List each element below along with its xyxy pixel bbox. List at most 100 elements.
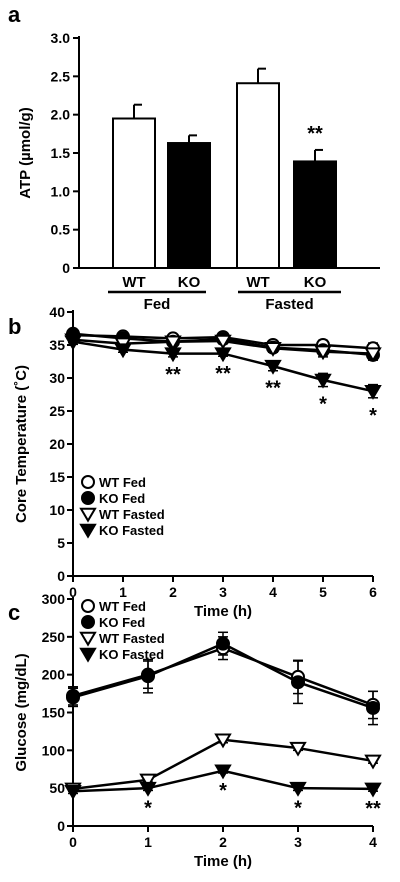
panel-b-y-tick-label: 30 <box>49 370 65 386</box>
panel-c-data-point <box>64 784 82 800</box>
panel-b-x-tick-label: 2 <box>169 584 177 600</box>
panel-c-y-tick-label: 150 <box>42 705 66 721</box>
panel-a-bar <box>167 142 211 270</box>
panel-b-significance: * <box>369 405 377 427</box>
panel-b-data-point <box>214 334 232 350</box>
panel-c-data-point <box>66 690 80 705</box>
panel-c-x-tick-label: 4 <box>369 834 377 850</box>
panel-b-significance: ** <box>265 378 281 400</box>
panel-b-letter: b <box>8 314 21 339</box>
panel-c-x-tick-label: 2 <box>219 834 227 850</box>
panel-b-data-point <box>364 347 382 363</box>
panel-c-y-tick-label: 0 <box>57 818 65 834</box>
panel-a-y-tick-label: 1.5 <box>51 145 71 161</box>
panel-b-legend-label: WT Fed <box>99 475 146 490</box>
panel-a-letter: a <box>8 2 21 27</box>
panel-a-y-tick-label: 1.0 <box>51 183 71 199</box>
panel-c-data-point <box>141 669 155 684</box>
panel-b-legend-label: WT Fasted <box>99 507 165 522</box>
panel-c-significance: * <box>294 797 302 819</box>
panel-c-legend-label: KO Fasted <box>99 647 164 662</box>
panel-b-significance: * <box>319 394 327 416</box>
panel-c-data-point <box>214 733 232 749</box>
panel-c-significance: ** <box>365 798 381 820</box>
panel-a-group-label: Fasted <box>265 296 313 313</box>
panel-a-category-label: WT <box>122 274 145 291</box>
panel-c-x-tick-label: 0 <box>69 834 77 850</box>
panel-c-x-label: Time (h) <box>194 853 252 870</box>
panel-c-data-point <box>364 754 382 770</box>
panel-c-legend-marker <box>81 615 95 629</box>
panel-b-significance: ** <box>215 363 231 385</box>
panel-b-x-label: Time (h) <box>194 603 252 620</box>
panel-b-significance: ** <box>165 364 181 386</box>
panel-b-x-tick-label: 5 <box>319 584 327 600</box>
panel-b-data-point <box>314 373 332 389</box>
panel-b-data-point <box>264 359 282 375</box>
panel-b-data-point <box>314 345 332 361</box>
panel-c-data-point <box>289 741 307 757</box>
panel-b-y-tick-label: 20 <box>49 436 65 452</box>
panel-c-legend-label: KO Fed <box>99 615 145 630</box>
panel-b-legend-label: KO Fasted <box>99 523 164 538</box>
panel-b-x-tick-label: 3 <box>219 584 227 600</box>
panel-b-y-tick-label: 15 <box>49 469 65 485</box>
panel-c-y-tick-label: 100 <box>42 742 66 758</box>
panel-b-y-tick-label: 35 <box>49 337 65 353</box>
panel-c-data-point <box>366 700 380 715</box>
panel-c-x-tick-label: 3 <box>294 834 302 850</box>
panel-c-data-point <box>289 781 307 797</box>
panel-a-y-tick-label: 0 <box>62 260 70 276</box>
panel-c-significance: * <box>219 780 227 802</box>
panel-b-y-tick-label: 5 <box>57 535 65 551</box>
panel-c-legend-marker <box>79 631 97 647</box>
panel-b-legend-label: KO Fed <box>99 491 145 506</box>
panel-b-x-tick-label: 4 <box>269 584 277 600</box>
panel-b-y-tick-label: 10 <box>49 502 65 518</box>
panel-c-data-point <box>364 782 382 798</box>
panel-b-data-point <box>364 384 382 400</box>
panel-c-data-point <box>139 773 157 789</box>
panel-c-legend-marker <box>81 599 95 613</box>
panel-b-y-tick-label: 40 <box>49 304 65 320</box>
panel-b-data-point <box>164 335 182 351</box>
panel-b-x-tick-label: 1 <box>119 584 127 600</box>
panel-a-bar <box>293 160 337 269</box>
panel-a-y-tick-label: 2.5 <box>51 68 71 84</box>
panel-b-legend-marker <box>81 475 95 489</box>
panel-a-bar <box>112 117 156 269</box>
panel-c-y-tick-label: 200 <box>42 667 66 683</box>
panel-a-category-label: KO <box>178 274 201 291</box>
panel-b-data-point <box>214 347 232 363</box>
panel-a-bar <box>236 82 280 269</box>
panel-b-data-point <box>264 342 282 357</box>
panel-b-y-tick-label: 25 <box>49 403 65 419</box>
panel-b-data-point <box>164 347 182 363</box>
panel-c-y-tick-label: 50 <box>49 780 65 796</box>
panel-a-group-label: Fed <box>144 296 171 313</box>
panel-a-y-tick-label: 2.0 <box>51 107 71 123</box>
panel-a-y-tick-label: 0.5 <box>51 222 71 238</box>
panel-c-legend-label: WT Fed <box>99 599 146 614</box>
panel-b-data-point <box>64 335 82 351</box>
panel-c-y-label: Glucose (mg/dL) <box>13 653 30 771</box>
panel-a-y-label: ATP (µmol/g) <box>17 107 34 198</box>
panel-b-x-tick-label: 6 <box>369 584 377 600</box>
panel-c-significance: * <box>144 797 152 819</box>
panel-a-category-label: KO <box>304 274 327 291</box>
panel-b-legend-marker <box>81 491 95 505</box>
panel-c-legend-marker <box>79 647 97 663</box>
panel-c-data-point <box>216 636 230 651</box>
panel-c-y-tick-label: 250 <box>42 629 66 645</box>
panel-c-x-tick-label: 1 <box>144 834 152 850</box>
panel-b-legend-marker <box>79 507 97 523</box>
panel-b-x-tick-label: 0 <box>69 584 77 600</box>
panel-b-legend-marker <box>79 523 97 539</box>
panel-a-category-label: WT <box>246 274 269 291</box>
panel-a-significance: ** <box>307 123 323 145</box>
panel-a-y-tick-label: 3.0 <box>51 30 71 46</box>
panel-c-letter: c <box>8 600 20 625</box>
panel-c-data-point <box>291 675 305 690</box>
panel-c-legend-label: WT Fasted <box>99 631 165 646</box>
